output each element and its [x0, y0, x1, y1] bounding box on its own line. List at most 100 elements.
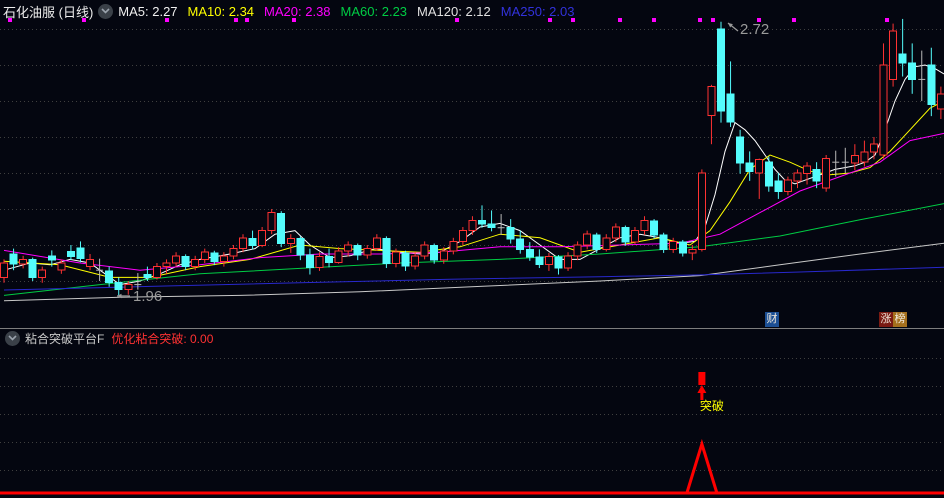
signal-dot: [571, 18, 575, 22]
candle-body-down: [143, 274, 152, 278]
rank-badge-char[interactable]: 榜: [893, 312, 907, 327]
signal-dot: [234, 18, 238, 22]
candle-body-up: [879, 64, 888, 156]
candle-body-up: [420, 244, 429, 257]
candle-body-up: [219, 255, 228, 263]
candle-body-up: [172, 255, 181, 264]
candle-body-up: [439, 250, 448, 261]
candle-body-up: [850, 155, 859, 164]
candle-body-up: [564, 255, 573, 269]
candle-body-up: [707, 86, 716, 116]
candle-body-down: [487, 223, 496, 229]
breakout-label: 突破: [700, 398, 724, 413]
stock-title: 石化油服 (日线): [3, 4, 94, 20]
candle-body-up: [822, 158, 831, 189]
ma-label: MA20: 2.38: [264, 3, 331, 19]
finance-badge-label[interactable]: 财: [765, 312, 779, 327]
candle-body-down: [114, 281, 123, 291]
signal-dot: [757, 18, 761, 22]
signal-dot: [548, 18, 552, 22]
candle-body-down: [659, 234, 668, 250]
candle-body-up: [793, 172, 802, 182]
candle-body-up: [544, 256, 553, 265]
candle-body-up: [889, 30, 898, 80]
signal-dot: [698, 18, 702, 22]
candle-body-up: [755, 158, 764, 174]
candle-body-up: [363, 248, 372, 256]
signal-box-marker: [698, 372, 706, 385]
ma-line-ma250: [3, 266, 944, 291]
candle-body-up: [124, 284, 133, 291]
candle-body-down: [28, 258, 37, 278]
candle-body-down: [277, 212, 286, 245]
candle-body-down: [76, 247, 85, 260]
candle-body-up: [0, 262, 8, 278]
signal-dot: [165, 18, 169, 22]
candle-body-down: [764, 161, 773, 187]
collapse-indicator-panel-icon[interactable]: [5, 330, 20, 346]
ma-line-ma60: [3, 203, 944, 296]
candle-body-down: [516, 238, 525, 250]
candle-body-down: [66, 250, 75, 258]
candle-body-up: [162, 262, 171, 268]
candle-body-up: [411, 255, 420, 267]
ma-label: MA120: 2.12: [417, 3, 491, 19]
candle-body-down: [210, 252, 219, 263]
indicator-spike: [685, 438, 719, 494]
candle-body-down: [248, 238, 257, 247]
candle-body-up: [315, 256, 324, 268]
ma-label: MA5: 2.27: [118, 3, 178, 19]
candle-body-up: [267, 212, 276, 232]
signal-dot: [618, 18, 622, 22]
candle-body-down: [305, 254, 314, 268]
annotation-arrow-head: [117, 293, 122, 299]
indicator-name: 粘合突破平台F: [25, 331, 105, 346]
candle-body-up: [19, 258, 28, 265]
finance-badge[interactable]: 财: [765, 312, 779, 327]
candle-body-up: [669, 240, 678, 250]
panel-divider: [0, 328, 944, 329]
price-annotation: 2.72: [740, 21, 769, 38]
candle-body-up: [200, 251, 209, 260]
gainers-rank-badge[interactable]: 涨榜: [879, 312, 907, 327]
candle-body-down: [401, 252, 410, 267]
candle-body-up: [372, 237, 381, 250]
candle-body-down: [181, 256, 190, 268]
candle-body-down: [736, 136, 745, 164]
indicator-panel-header: 粘合突破平台F 优化粘合突破: 0.00: [0, 330, 213, 346]
ma-line-ma20: [3, 132, 944, 271]
signal-dot: [82, 18, 86, 22]
candle-body-down: [650, 220, 659, 236]
candle-body-down: [353, 245, 362, 256]
candle-body-down: [717, 28, 725, 112]
rank-badge-char[interactable]: 涨: [879, 312, 893, 327]
annotation-arrow-head: [728, 23, 733, 28]
candle-body-down: [506, 227, 515, 240]
candle-body-down: [478, 220, 486, 225]
candle-body-up: [239, 237, 247, 250]
candle-body-up: [860, 151, 869, 163]
candle-body-up: [57, 262, 66, 271]
signal-dot: [711, 18, 715, 22]
collapse-main-panel-icon[interactable]: [98, 3, 114, 19]
candle-body-up: [573, 244, 582, 257]
candle-body-up: [936, 93, 944, 110]
signal-dot: [792, 18, 796, 22]
candle-body-down: [430, 245, 439, 261]
candle-body-down: [726, 93, 735, 123]
candle-body-down: [105, 270, 114, 283]
ma-line-ma120: [3, 242, 944, 302]
candle-body-up: [783, 179, 792, 193]
candle-body-up: [191, 258, 200, 268]
candle-body-down: [535, 256, 544, 265]
candle-body-down: [382, 238, 391, 265]
candle-body-up: [697, 172, 706, 250]
candle-body-up: [344, 244, 353, 252]
candle-body-up: [630, 230, 639, 243]
candle-body-down: [325, 256, 334, 263]
candle-body-up: [334, 250, 343, 263]
signal-dot: [652, 18, 656, 22]
candle-body-down: [621, 227, 630, 243]
candle-body-up: [449, 240, 458, 252]
